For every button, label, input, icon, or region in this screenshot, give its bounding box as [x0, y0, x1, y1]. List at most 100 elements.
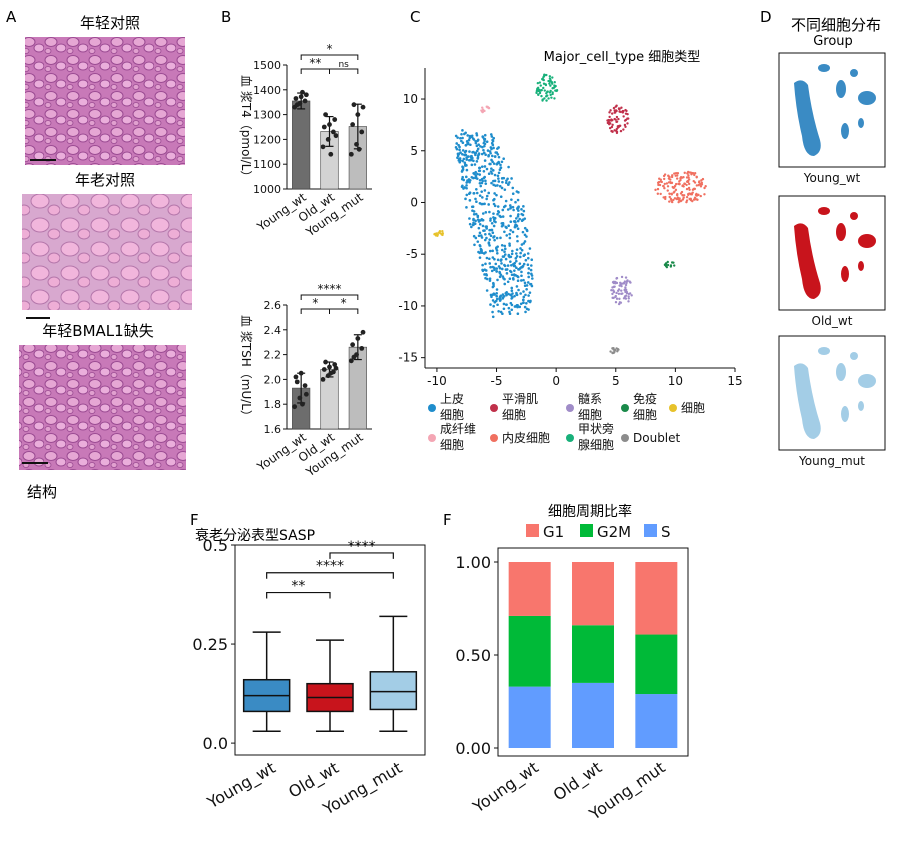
umap-point [522, 290, 525, 293]
umap-point [483, 139, 486, 143]
y-tick-label: 1400 [253, 84, 281, 97]
umap-point [510, 263, 513, 267]
umap-point [529, 299, 532, 303]
umap-point [680, 190, 684, 194]
panel-b-letter: B [221, 8, 231, 26]
umap-point [483, 202, 486, 206]
umap-point [467, 138, 471, 142]
umap-point [656, 187, 660, 191]
boxplot-Young_wt [242, 631, 291, 732]
data-point [356, 146, 362, 152]
data-point [332, 362, 338, 367]
data-point [327, 364, 332, 370]
umap-point [693, 173, 696, 177]
umap-point [535, 91, 538, 95]
legend-item: 内皮细胞 [490, 431, 550, 445]
umap-point [538, 91, 542, 95]
umap-point [509, 260, 512, 263]
umap-point [519, 247, 522, 250]
umap-point [492, 136, 496, 140]
plot-frame [234, 544, 426, 756]
umap-point [485, 236, 488, 240]
umap-point [615, 291, 618, 295]
umap-point [695, 176, 698, 179]
umap-point [476, 149, 479, 153]
legend-swatch [621, 434, 629, 442]
legend-label: 细胞 [578, 408, 602, 422]
umap-point [518, 217, 521, 221]
umap-point [615, 297, 619, 300]
data-point [294, 102, 300, 108]
umap-point [525, 284, 529, 287]
umap-point [505, 268, 509, 271]
x-tick-label: Young_wt [203, 758, 279, 813]
umap-point [461, 175, 464, 179]
umap-point [509, 214, 512, 218]
data-point [333, 133, 339, 139]
y-tick-label: 2.6 [264, 299, 282, 312]
umap-point [613, 129, 616, 132]
umap-point [663, 263, 667, 267]
umap-point [518, 262, 522, 265]
cluster-内皮细胞 [654, 170, 707, 204]
umap-point [464, 143, 468, 147]
umap-point [469, 158, 472, 162]
umap-point [522, 254, 526, 257]
umap-point [489, 170, 493, 173]
umap-point [513, 305, 517, 308]
y-tick-label: -5 [406, 247, 418, 261]
umap-point [496, 278, 499, 282]
umap-point [490, 172, 494, 175]
umap-point [615, 115, 619, 119]
umap-point [673, 184, 677, 188]
umap-point [486, 106, 489, 109]
umap-point [523, 305, 527, 309]
umap-point [492, 212, 495, 215]
group-umap-panels: Young_wt Old_wt Young_mut [778, 52, 886, 468]
umap-point [525, 301, 528, 305]
umap-point [488, 232, 491, 236]
panel-d-letter: D [760, 8, 772, 26]
umap-point [676, 196, 679, 199]
umap-point [622, 110, 625, 113]
umap-point [510, 198, 513, 201]
umap-point [462, 157, 466, 161]
umap-point [499, 259, 503, 262]
umap-point [624, 125, 627, 128]
umap-point [618, 107, 621, 111]
umap-point [657, 181, 660, 185]
umap-point [480, 181, 484, 185]
umap-point [493, 257, 496, 261]
data-point [298, 370, 304, 376]
umap-point [461, 149, 465, 152]
y-axis-label: 血 浆TSH（mU/L） [239, 315, 254, 422]
umap-point [609, 122, 612, 125]
data-point [303, 391, 309, 397]
umap-point [526, 263, 530, 267]
data-point [321, 124, 327, 130]
umap-point [483, 159, 487, 162]
umap-point [456, 156, 459, 160]
umap-point [526, 256, 530, 260]
umap-point [670, 192, 673, 196]
legend-swatch [621, 404, 629, 412]
umap-point [523, 281, 527, 285]
umap-point [612, 280, 616, 284]
umap-point [464, 175, 468, 179]
group-silhouette-cluster [841, 123, 849, 139]
umap-point [489, 228, 493, 232]
umap-point [658, 177, 661, 180]
umap-point [531, 277, 534, 280]
umap-point [552, 86, 555, 90]
data-point [293, 374, 299, 380]
umap-point [516, 279, 520, 283]
umap-point [510, 273, 514, 277]
umap-point [493, 235, 496, 238]
cluster-髓系细胞 [610, 275, 633, 306]
umap-point [619, 129, 623, 133]
umap-point [539, 84, 542, 87]
umap-point [496, 303, 499, 307]
umap-point [503, 244, 507, 248]
umap-point [490, 269, 494, 273]
